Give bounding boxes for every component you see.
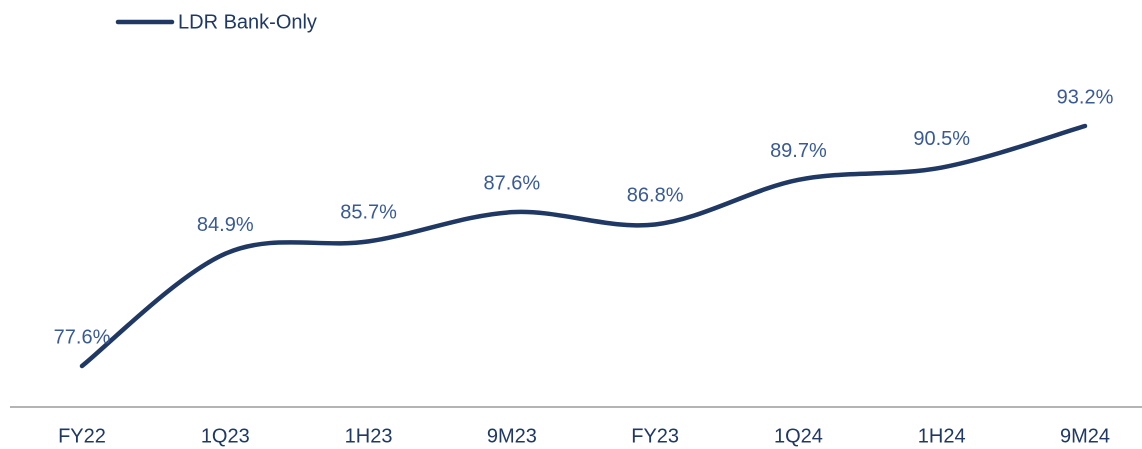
data-label: 90.5% bbox=[913, 128, 970, 150]
x-tick-label: FY23 bbox=[631, 425, 679, 447]
data-label: 89.7% bbox=[770, 140, 827, 162]
data-label: 87.6% bbox=[483, 172, 540, 194]
x-tick-label: 1Q23 bbox=[201, 425, 250, 447]
data-label: 93.2% bbox=[1057, 86, 1114, 108]
x-tick-label: 1H23 bbox=[345, 425, 393, 447]
data-label: 85.7% bbox=[340, 202, 397, 224]
x-tick-label: 1H24 bbox=[918, 425, 966, 447]
x-tick-label: 9M23 bbox=[487, 425, 537, 447]
data-label: 84.9% bbox=[197, 214, 254, 236]
x-tick-label: 1Q24 bbox=[774, 425, 823, 447]
line bbox=[79, 123, 1088, 369]
data-label: 86.8% bbox=[627, 185, 684, 207]
x-tick-label: 9M24 bbox=[1060, 425, 1110, 447]
x-tick-label: FY22 bbox=[58, 425, 106, 447]
legend-label: LDR Bank-Only bbox=[178, 11, 317, 33]
data-label: 77.6% bbox=[54, 326, 111, 348]
